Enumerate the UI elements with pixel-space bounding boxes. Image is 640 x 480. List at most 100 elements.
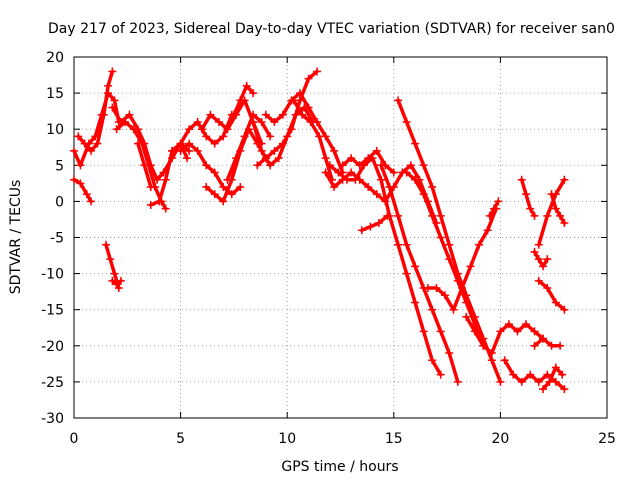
data-point bbox=[487, 349, 496, 358]
data-point bbox=[82, 190, 91, 199]
series-line bbox=[232, 84, 255, 117]
data-point bbox=[210, 139, 219, 148]
data-point bbox=[334, 168, 343, 177]
series-line bbox=[537, 177, 567, 247]
data-point bbox=[202, 132, 211, 141]
data-point bbox=[236, 182, 245, 191]
data-point bbox=[364, 154, 373, 163]
data-point bbox=[202, 182, 211, 191]
y-tick-label: -20 bbox=[41, 339, 64, 355]
data-point bbox=[146, 182, 155, 191]
data-point bbox=[394, 240, 403, 249]
data-point bbox=[80, 139, 89, 148]
data-point bbox=[330, 146, 339, 155]
series-s30 bbox=[500, 356, 569, 394]
series-s36 bbox=[530, 334, 565, 350]
data-point bbox=[112, 125, 121, 134]
data-point bbox=[249, 89, 258, 98]
data-point bbox=[560, 219, 569, 228]
data-point bbox=[517, 377, 526, 386]
series-line bbox=[178, 141, 243, 196]
data-point bbox=[560, 385, 569, 394]
data-point bbox=[249, 110, 258, 119]
data-point bbox=[321, 168, 330, 177]
data-point bbox=[366, 222, 375, 231]
y-tick-label: -5 bbox=[50, 231, 64, 247]
series-line bbox=[379, 163, 460, 384]
series-s15 bbox=[229, 81, 258, 119]
data-point bbox=[534, 255, 543, 264]
series-group bbox=[70, 67, 569, 394]
series-s24 bbox=[377, 161, 462, 386]
data-point bbox=[402, 117, 411, 126]
data-point bbox=[106, 255, 115, 264]
data-point bbox=[261, 110, 270, 119]
data-point bbox=[351, 175, 360, 184]
data-point bbox=[249, 117, 258, 126]
data-point bbox=[193, 117, 202, 126]
series-s31 bbox=[517, 175, 539, 220]
data-point bbox=[494, 197, 503, 206]
data-point bbox=[545, 377, 554, 386]
data-point bbox=[419, 161, 428, 170]
data-point bbox=[185, 125, 194, 134]
data-point bbox=[453, 377, 462, 386]
data-point bbox=[504, 320, 513, 329]
data-point bbox=[534, 276, 543, 285]
data-point bbox=[278, 110, 287, 119]
data-point bbox=[116, 276, 125, 285]
data-point bbox=[543, 284, 552, 293]
series-s11 bbox=[176, 139, 245, 199]
data-point bbox=[543, 370, 552, 379]
data-point bbox=[490, 204, 499, 213]
data-point bbox=[227, 190, 236, 199]
data-point bbox=[551, 298, 560, 307]
data-point bbox=[168, 146, 177, 155]
data-point bbox=[219, 182, 228, 191]
data-point bbox=[295, 89, 304, 98]
data-point bbox=[449, 305, 458, 314]
data-point bbox=[182, 154, 191, 163]
series-s35 bbox=[534, 276, 569, 314]
data-point bbox=[76, 161, 85, 170]
series-s33 bbox=[534, 175, 569, 249]
series-s22 bbox=[338, 146, 398, 177]
data-point bbox=[93, 139, 102, 148]
data-point bbox=[428, 305, 437, 314]
series-line bbox=[537, 279, 567, 312]
data-point bbox=[475, 240, 484, 249]
data-point bbox=[70, 146, 78, 155]
data-point bbox=[176, 139, 185, 148]
data-point bbox=[389, 168, 398, 177]
data-point bbox=[385, 182, 394, 191]
series-line bbox=[204, 127, 268, 204]
data-point bbox=[70, 175, 78, 184]
data-point bbox=[560, 175, 569, 184]
series-s29 bbox=[485, 197, 503, 220]
data-point bbox=[440, 291, 449, 300]
data-point bbox=[479, 341, 488, 350]
data-point bbox=[357, 226, 366, 235]
data-point bbox=[509, 370, 518, 379]
data-point bbox=[445, 349, 454, 358]
data-point bbox=[372, 190, 381, 199]
data-point bbox=[133, 125, 142, 134]
data-point bbox=[261, 154, 270, 163]
data-point bbox=[146, 201, 155, 210]
series-line bbox=[72, 91, 121, 168]
data-point bbox=[270, 117, 279, 126]
data-point bbox=[74, 132, 83, 141]
series-line bbox=[404, 170, 486, 348]
data-point bbox=[423, 284, 432, 293]
series-s32 bbox=[530, 247, 552, 271]
data-point bbox=[87, 197, 96, 206]
data-point bbox=[458, 284, 467, 293]
data-point bbox=[206, 110, 215, 119]
data-point bbox=[257, 146, 266, 155]
data-point bbox=[87, 146, 96, 155]
y-tick-label: 10 bbox=[46, 122, 64, 138]
data-point bbox=[485, 211, 494, 220]
data-point bbox=[347, 154, 356, 163]
data-point bbox=[428, 356, 437, 365]
data-point bbox=[377, 175, 386, 184]
